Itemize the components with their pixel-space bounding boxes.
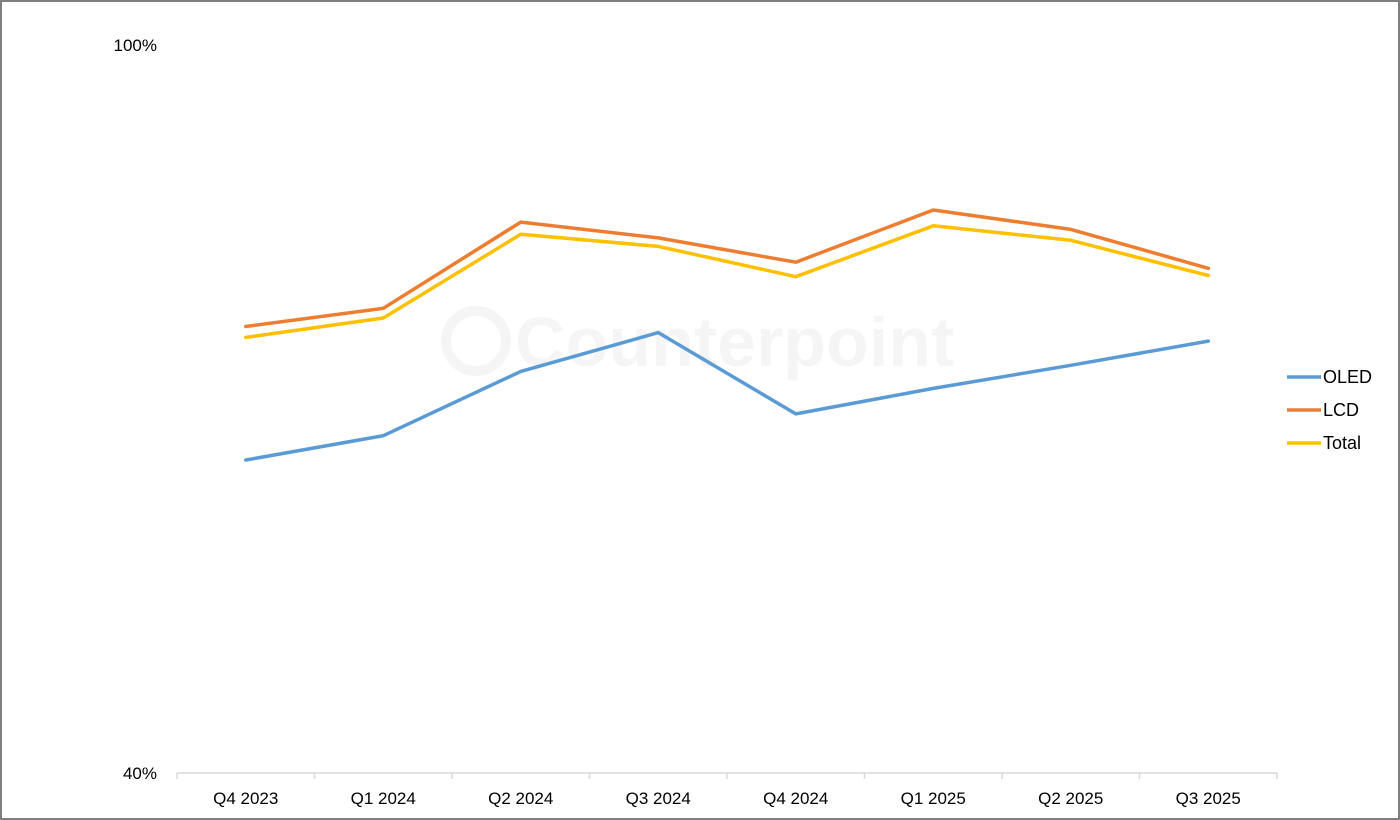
watermark-logo-icon (441, 306, 511, 376)
legend-label: LCD (1323, 400, 1359, 420)
x-tick-label: Q3 2024 (626, 789, 691, 808)
legend: OLED LCD Total (1287, 367, 1372, 453)
x-tick-label: Q1 2025 (901, 789, 966, 808)
axes: Q4 2023 Q1 2024 Q2 2024 Q3 2024 Q4 2024 Q1 20… (114, 36, 1278, 808)
series-line-lcd (244, 208, 1211, 329)
x-tick-label: Q4 2023 (213, 789, 278, 808)
y-tick-label: 40% (123, 764, 157, 783)
legend-item-lcd: LCD (1287, 400, 1359, 420)
series-line-total (244, 224, 1211, 340)
watermark-text: Counterpoint (515, 303, 954, 381)
series-line-oled (244, 330, 1211, 462)
x-tick-label: Q4 2024 (763, 789, 828, 808)
legend-item-total: Total (1287, 433, 1361, 453)
legend-label: OLED (1323, 367, 1372, 387)
watermark: Counterpoint (441, 303, 954, 381)
x-tick-label: Q3 2025 (1176, 789, 1241, 808)
series-layer (244, 208, 1211, 462)
legend-label: Total (1323, 433, 1361, 453)
x-tick-label: Q2 2024 (488, 789, 553, 808)
x-tick-label: Q2 2025 (1038, 789, 1103, 808)
legend-item-oled: OLED (1287, 367, 1372, 387)
y-tick-label: 100% (114, 36, 157, 55)
x-tick-label: Q1 2024 (351, 789, 416, 808)
